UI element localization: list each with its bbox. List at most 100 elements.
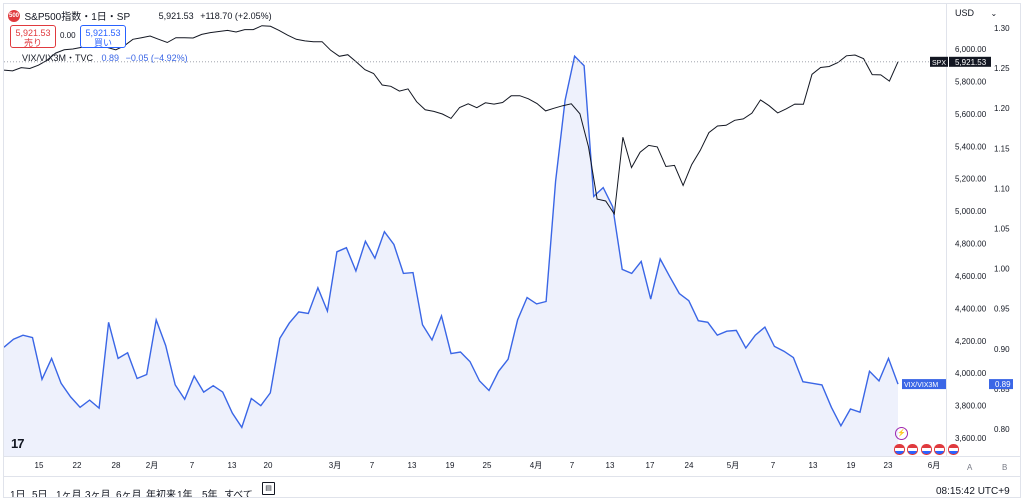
x-axis-tick-label: 13 (228, 461, 237, 470)
clock[interactable]: 08:15:42 UTC+9 (936, 486, 1010, 497)
axis-b-button[interactable]: B (1002, 463, 1008, 472)
x-axis-tick-label: 13 (408, 461, 417, 470)
spx-tag-value: 5,921.53 (955, 58, 987, 67)
x-axis-tick-label: 7 (771, 461, 776, 470)
right-axis-label: 4,800.00 (955, 240, 987, 249)
x-axis-tick-label: 13 (606, 461, 615, 470)
timeframe-button[interactable]: 6ヶ月 (116, 490, 142, 498)
spx-value: 5,921.53 (158, 10, 194, 21)
x-axis-tick-label: 24 (685, 461, 694, 470)
vix-tag-value: 0.89 (995, 380, 1011, 389)
right-axis-label: 4,600.00 (955, 272, 987, 281)
timeframe-button[interactable]: 1ヶ月 (56, 490, 82, 498)
chart-canvas[interactable]: 6,000.00 5,800.00 5,600.00 5,400.00 5,200.00… (4, 4, 1021, 498)
timeframe-button[interactable]: 1年 (177, 490, 193, 498)
currency-label: USD (955, 8, 975, 18)
axis-a-button[interactable]: A (967, 463, 973, 472)
us-flag-icon (947, 444, 959, 455)
us-flag-icon (894, 444, 905, 455)
timeframe-button[interactable]: 5年 (202, 490, 218, 498)
vix-tag-label: VIX/VIX3M (904, 382, 938, 389)
timeframe-button[interactable]: すべて (224, 490, 253, 498)
right-axis-label: 5,800.00 (955, 77, 987, 86)
x-axis-tick-label: 7 (570, 461, 575, 470)
timeframe-button[interactable]: 5日 (32, 490, 48, 498)
currency-selector[interactable]: USD ⌄ (955, 8, 997, 18)
x-axis-tick-label: 15 (35, 461, 44, 470)
vix-area-fill (4, 56, 898, 456)
x-axis-tick-label: 5月 (727, 461, 739, 470)
spx-tag-label: SPX (932, 60, 946, 67)
vix-title: VIX/VIX3M・TVC (22, 53, 94, 63)
x-axis-tick-label: 22 (73, 461, 82, 470)
chart-frame: 6,000.00 5,800.00 5,600.00 5,400.00 5,200.00… (3, 3, 1021, 498)
spx-title: S&P500指数・1日・SP (24, 12, 131, 23)
x-axis-tick-label: 23 (884, 461, 893, 470)
tradingview-logo[interactable]: 17 (11, 436, 25, 451)
right-axis-label: 4,200.00 (955, 337, 987, 346)
x-axis-tick-label: 2月 (146, 461, 158, 470)
left-axis-label: 1.25 (994, 64, 1010, 73)
x-axis-tick-label: 19 (847, 461, 856, 470)
sell-button[interactable]: 5,921.53 売り (10, 25, 56, 48)
right-axis-label: 5,000.00 (955, 207, 987, 216)
date-range-icon[interactable]: ▤ (262, 482, 275, 495)
timeframe-button[interactable]: 年初来 (146, 490, 176, 498)
buy-price: 5,921.53 (85, 28, 121, 38)
x-axis-tick-label: 20 (264, 461, 273, 470)
left-axis-label: 0.95 (994, 305, 1010, 314)
right-axis-label: 4,400.00 (955, 304, 987, 313)
right-axis-label: 5,600.00 (955, 110, 987, 119)
spx-tag-label-bg (930, 56, 948, 67)
x-axis-tick-label: 13 (809, 461, 818, 470)
spx-symbol-icon: 500 (8, 9, 20, 22)
events-flags[interactable] (894, 442, 959, 455)
buy-label: 買い (93, 38, 112, 48)
vix-change: −0.05 (−4.92%) (125, 53, 188, 63)
x-axis-tick-label: 25 (483, 461, 492, 470)
left-axis-label: 1.10 (994, 184, 1010, 193)
us-flag-icon (934, 444, 946, 455)
right-axis-label: 5,400.00 (955, 142, 987, 151)
left-axis-label: 0.80 (994, 425, 1010, 434)
right-axis-label: 6,000.00 (955, 45, 987, 54)
x-axis-tick-label: 28 (112, 461, 121, 470)
x-axis-tick-label: 3月 (329, 461, 341, 470)
x-axis-tick-label: 7 (190, 461, 195, 470)
x-axis-tick-label: 6月 (928, 461, 940, 470)
vix-tag-value-bg (989, 379, 1013, 390)
vix-legend[interactable]: VIX/VIX3M・TVC 0.89 −0.05 (−4.92%) (22, 51, 188, 64)
sell-price: 5,921.53 (15, 28, 51, 38)
vix-value: 0.89 (101, 53, 120, 63)
left-axis-label: 0.90 (994, 345, 1010, 354)
spx-change: +118.70 (+2.05%) (200, 10, 272, 21)
left-axis-label: 1.05 (994, 225, 1010, 234)
lightning-icon[interactable]: ⚡ (895, 427, 908, 440)
spx-series-line (4, 25, 899, 216)
x-axis-tick-label: 17 (646, 461, 655, 470)
vix-series-line (4, 54, 899, 429)
x-axis-tick-label: 19 (446, 461, 455, 470)
left-axis-label: 1.20 (994, 104, 1010, 113)
right-axis-label: 4,000.00 (955, 369, 987, 378)
us-flag-icon (907, 444, 919, 455)
x-axis-tick-label: 4月 (530, 461, 542, 470)
vix-tag-label-bg (902, 379, 946, 390)
left-axis-label: 1.15 (994, 144, 1010, 153)
chevron-down-icon: ⌄ (990, 9, 998, 18)
right-axis-label: 3,800.00 (955, 402, 987, 411)
spread-value: 0.00 (60, 31, 76, 40)
right-axis-label: 5,200.00 (955, 175, 987, 184)
x-axis-tick-label: 7 (370, 461, 375, 470)
us-flag-icon (920, 444, 932, 455)
left-axis-label: 1.00 (994, 265, 1010, 274)
timeframe-button[interactable]: 3ヶ月 (85, 490, 111, 498)
timeframe-button[interactable]: 1日 (10, 490, 26, 498)
right-axis-label: 3,600.00 (955, 434, 987, 443)
left-axis-label: 0.85 (994, 385, 1010, 394)
spx-legend[interactable]: 500 S&P500指数・1日・SP 5,921.53 +118.70 (+2.… (8, 8, 272, 23)
spx-tag-value-bg (949, 56, 991, 67)
buy-button[interactable]: 5,921.53 買い (80, 25, 126, 48)
sell-label: 売り (23, 38, 42, 48)
left-axis-label: 1.30 (994, 24, 1010, 33)
